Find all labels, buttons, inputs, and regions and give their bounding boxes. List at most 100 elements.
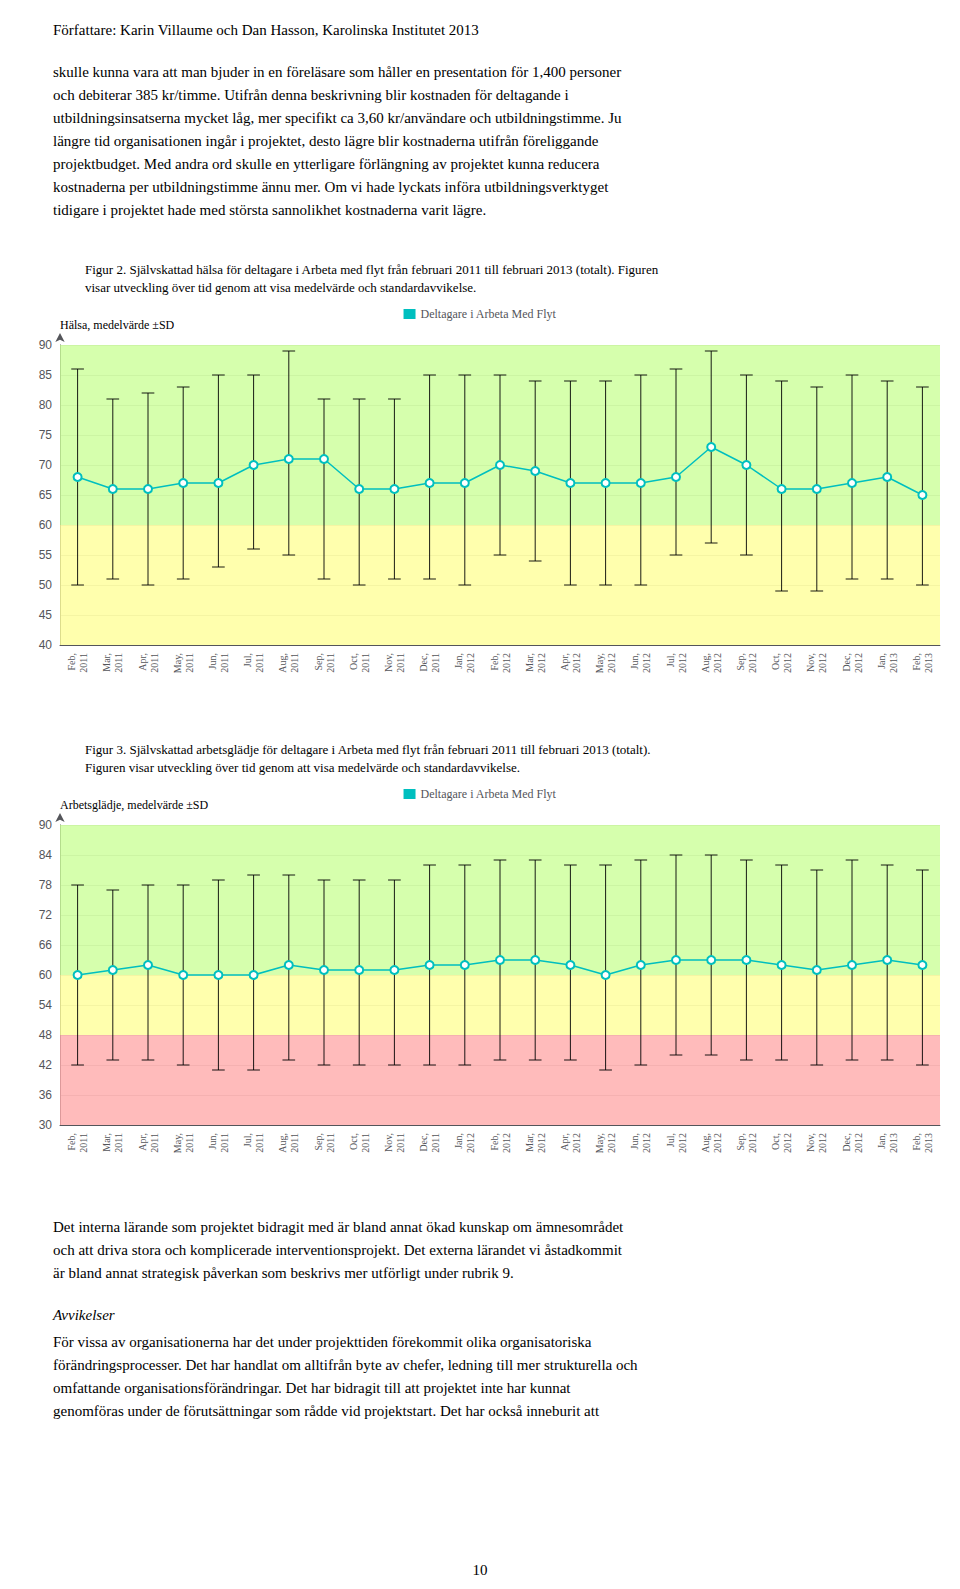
svg-text:66: 66 [39,938,53,952]
svg-text:Författare: Karin Villaume och: Författare: Karin Villaume och Dan Hasso… [53,22,479,38]
svg-text:projektbudget. Med andra ord s: projektbudget. Med andra ord skulle en y… [53,156,600,172]
svg-text:45: 45 [39,608,53,622]
svg-text:2012: 2012 [465,653,476,673]
svg-text:Aug,: Aug, [700,653,711,673]
svg-text:Sep,: Sep, [735,653,746,671]
svg-text:är bland annat strategisk påve: är bland annat strategisk påverkan som b… [53,1265,514,1281]
svg-text:2012: 2012 [817,1133,828,1153]
svg-text:2013: 2013 [923,1133,934,1153]
svg-text:Mar,: Mar, [101,1133,112,1152]
svg-text:2012: 2012 [641,653,652,673]
svg-text:Figur 3. Självskattad arbetsgl: Figur 3. Självskattad arbetsglädje för d… [85,742,651,757]
svg-text:May,: May, [172,653,183,673]
svg-text:kostnaderna per utbildningstim: kostnaderna per utbildningstimme ännu me… [53,179,609,195]
svg-text:30: 30 [39,1118,53,1132]
svg-text:Oct,: Oct, [770,1133,781,1150]
svg-text:Deltagare i Arbeta Med Flyt: Deltagare i Arbeta Med Flyt [421,307,557,321]
svg-text:50: 50 [39,578,53,592]
svg-text:Feb,: Feb, [911,1133,922,1151]
svg-text:75: 75 [39,428,53,442]
svg-text:2012: 2012 [712,653,723,673]
svg-text:2012: 2012 [782,653,793,673]
svg-text:visar utveckling över tid geno: visar utveckling över tid genom att visa… [85,280,476,295]
svg-text:48: 48 [39,1028,53,1042]
svg-text:Dec,: Dec, [418,1133,429,1152]
svg-text:Sep,: Sep, [313,653,324,671]
svg-text:Jun,: Jun, [207,653,218,669]
svg-text:2011: 2011 [254,1133,265,1153]
svg-text:2012: 2012 [641,1133,652,1153]
svg-text:2012: 2012 [782,1133,793,1153]
svg-text:40: 40 [39,638,53,652]
svg-text:2012: 2012 [571,653,582,673]
svg-text:och att driva stora och kompli: och att driva stora och komplicerade int… [53,1242,623,1258]
svg-text:2012: 2012 [606,1133,617,1153]
svg-text:May,: May, [594,653,605,673]
svg-text:2011: 2011 [395,1133,406,1153]
svg-text:2011: 2011 [430,1133,441,1153]
svg-text:Aug,: Aug, [277,653,288,673]
svg-text:Oct,: Oct, [770,653,781,670]
svg-text:2012: 2012 [536,1133,547,1153]
svg-text:72: 72 [39,908,53,922]
svg-text:Dec,: Dec, [841,1133,852,1152]
svg-text:2013: 2013 [888,1133,899,1153]
svg-text:Jan,: Jan, [876,653,887,669]
svg-text:60: 60 [39,518,53,532]
svg-text:2011: 2011 [219,1133,230,1153]
svg-text:80: 80 [39,398,53,412]
svg-text:utbildningsinsatserna mycket l: utbildningsinsatserna mycket låg, mer sp… [53,110,622,126]
svg-text:Nov,: Nov, [805,1133,816,1152]
svg-text:längre tid organisationen ingå: längre tid organisationen ingår i projek… [53,133,599,149]
svg-text:2012: 2012 [501,1133,512,1153]
svg-text:65: 65 [39,488,53,502]
svg-text:Jul,: Jul, [242,1133,253,1147]
svg-text:2012: 2012 [712,1133,723,1153]
svg-text:och debiterar 385 kr/timme. Ut: och debiterar 385 kr/timme. Utifrån denn… [53,87,569,103]
svg-text:2013: 2013 [888,653,899,673]
svg-text:2011: 2011 [78,1133,89,1153]
svg-text:Figuren visar utveckling över: Figuren visar utveckling över tid genom … [85,760,520,775]
svg-text:85: 85 [39,368,53,382]
svg-text:2012: 2012 [536,653,547,673]
svg-text:Apr,: Apr, [559,653,570,671]
svg-text:2012: 2012 [747,1133,758,1153]
svg-text:54: 54 [39,998,53,1012]
svg-text:förändringsprocesser. Det har: förändringsprocesser. Det har handlat om… [53,1357,638,1373]
svg-text:Nov,: Nov, [383,653,394,672]
svg-text:36: 36 [39,1088,53,1102]
svg-text:Feb,: Feb, [489,653,500,671]
svg-text:Jun,: Jun, [207,1133,218,1149]
svg-text:10: 10 [473,1562,488,1578]
svg-text:Sep,: Sep, [313,1133,324,1151]
svg-text:Aug,: Aug, [277,1133,288,1153]
svg-text:2011: 2011 [289,653,300,673]
svg-text:2012: 2012 [677,653,688,673]
svg-text:2012: 2012 [465,1133,476,1153]
svg-text:Dec,: Dec, [841,653,852,672]
svg-text:genomföras under de förutsättn: genomföras under de förutsättningar som … [53,1403,600,1419]
svg-text:Deltagare i Arbeta Med Flyt: Deltagare i Arbeta Med Flyt [421,787,557,801]
svg-text:May,: May, [594,1133,605,1153]
svg-text:Mar,: Mar, [524,1133,535,1152]
svg-text:2012: 2012 [677,1133,688,1153]
svg-text:Feb,: Feb, [66,653,77,671]
svg-text:Jul,: Jul, [665,1133,676,1147]
svg-text:42: 42 [39,1058,53,1072]
svg-text:Jul,: Jul, [242,653,253,667]
svg-text:55: 55 [39,548,53,562]
svg-text:2011: 2011 [325,1133,336,1153]
svg-text:90: 90 [39,338,53,352]
svg-text:Feb,: Feb, [489,1133,500,1151]
svg-text:2011: 2011 [289,1133,300,1153]
svg-text:2013: 2013 [923,653,934,673]
svg-text:2011: 2011 [360,653,371,673]
svg-text:2011: 2011 [219,653,230,673]
svg-text:70: 70 [39,458,53,472]
svg-text:Figur 2. Självskattad hälsa fö: Figur 2. Självskattad hälsa för deltagar… [85,262,659,277]
svg-text:För vissa av organisationerna: För vissa av organisationerna har det un… [53,1334,592,1350]
svg-text:2012: 2012 [606,653,617,673]
svg-text:2011: 2011 [395,653,406,673]
svg-text:Oct,: Oct, [348,653,359,670]
svg-text:skulle kunna vara att man bjud: skulle kunna vara att man bjuder in en f… [53,64,621,80]
